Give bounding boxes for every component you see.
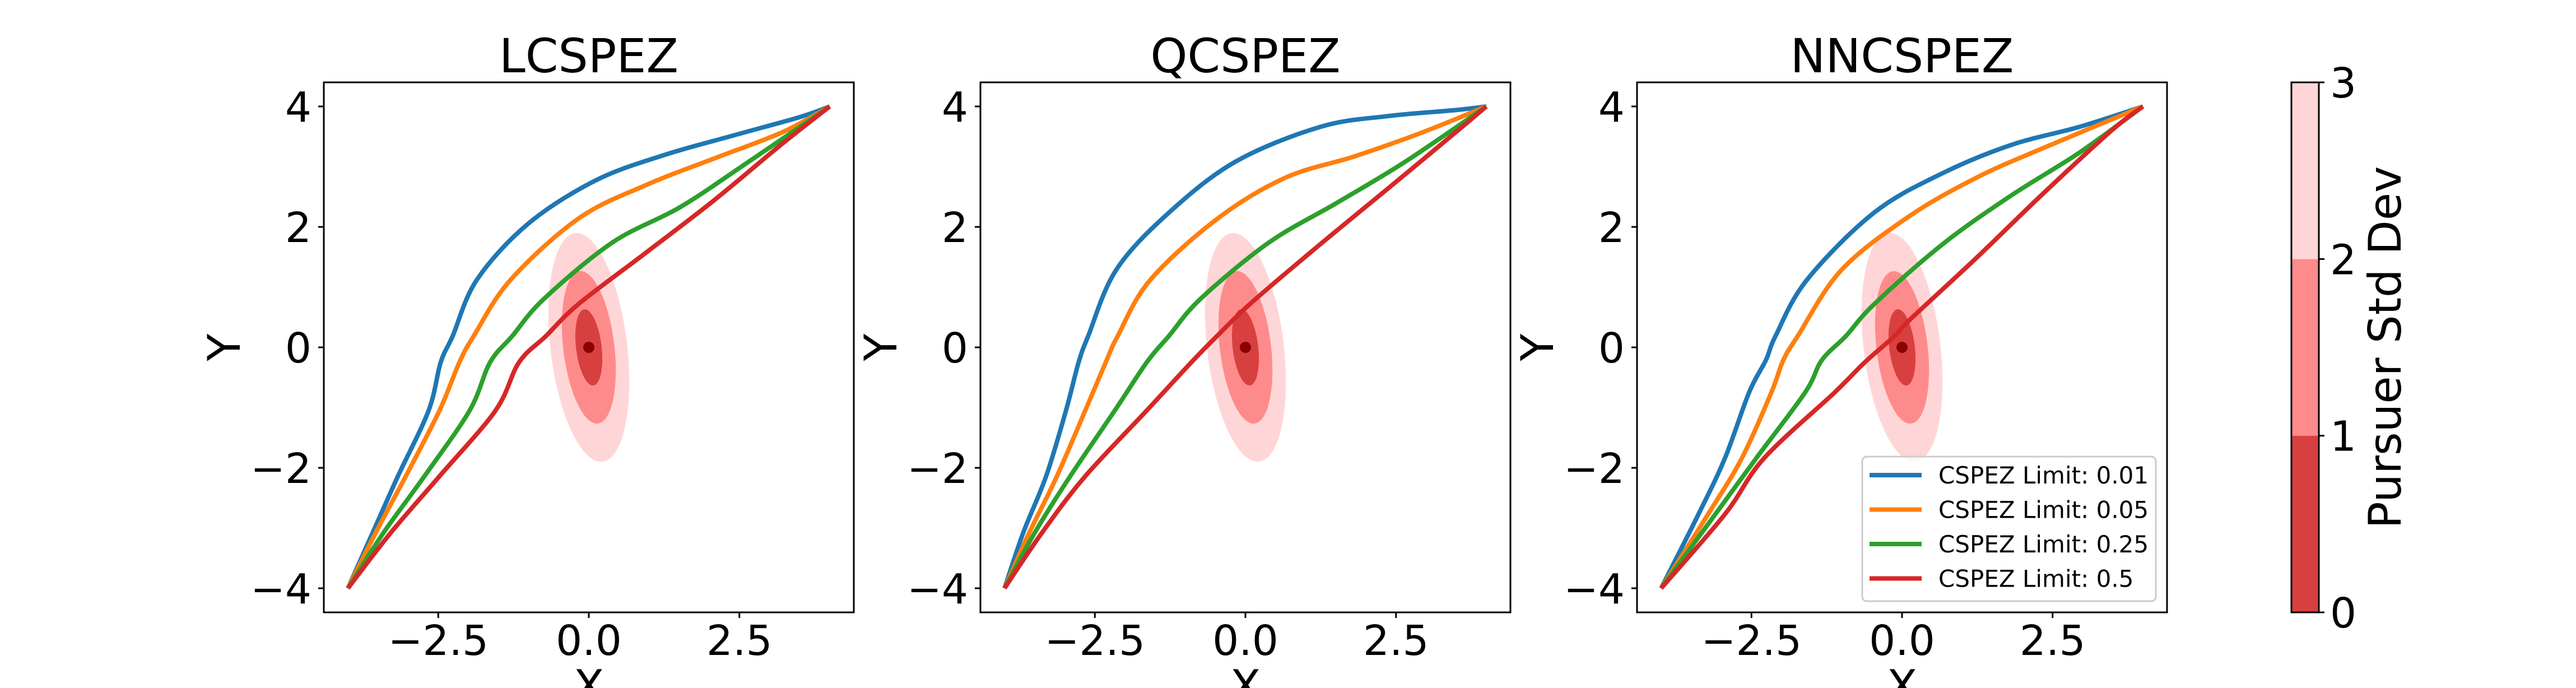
y-tick-label: 4 bbox=[1598, 83, 1625, 132]
trajectory-line-0_05 bbox=[1659, 104, 2144, 590]
subplot-nncspez: NNCSPEZ −2.5 0.0 2.5 −4 −2 0 2 4 X Y bbox=[1512, 29, 2168, 688]
legend-frame bbox=[1861, 455, 2157, 602]
y-tick-label: 0 bbox=[942, 324, 968, 373]
legend-label: CSPEZ Limit: 0.25 bbox=[1938, 531, 2149, 558]
x-tick-label: 0.0 bbox=[1212, 617, 1278, 665]
legend-label: CSPEZ Limit: 0.05 bbox=[1938, 496, 2149, 524]
x-tick-label: 2.5 bbox=[706, 617, 773, 665]
x-tick-label: −2.5 bbox=[388, 617, 489, 665]
pursuer-mean-marker bbox=[583, 342, 594, 353]
legend-entry: CSPEZ Limit: 0.05 bbox=[1870, 496, 2149, 524]
y-tick-label: 2 bbox=[942, 204, 968, 252]
colorbar-bands bbox=[2291, 82, 2319, 612]
colorbar-label: Pursuer Std Dev bbox=[2359, 166, 2411, 529]
colorbar-ticks: 0 1 2 3 bbox=[2319, 59, 2356, 638]
legend-entry: CSPEZ Limit: 0.5 bbox=[1870, 565, 2133, 593]
y-tick-label: −4 bbox=[1564, 565, 1625, 613]
y-axis-label: Y bbox=[198, 333, 250, 361]
subplot-title: QCSPEZ bbox=[1150, 29, 1340, 83]
trajectory-line-0_25 bbox=[1659, 104, 2145, 590]
subplot-title: NNCSPEZ bbox=[1791, 29, 2014, 83]
y-tick-label: 2 bbox=[1598, 204, 1625, 252]
x-tick-label: 0.0 bbox=[1869, 617, 1935, 665]
colorbar-band-1-2 bbox=[2291, 259, 2319, 436]
plot-area bbox=[1659, 104, 2145, 590]
legend-label: CSPEZ Limit: 0.5 bbox=[1938, 565, 2133, 593]
trajectory-line-0_05 bbox=[1002, 104, 1487, 589]
x-axis-label: X bbox=[1887, 661, 1918, 688]
y-axis-label: Y bbox=[1512, 333, 1564, 361]
legend: CSPEZ Limit: 0.01 CSPEZ Limit: 0.05 CSPEZ … bbox=[1861, 455, 2157, 602]
y-tick-label: 2 bbox=[285, 204, 311, 252]
y-axis-label: Y bbox=[855, 333, 907, 361]
legend-entry: CSPEZ Limit: 0.01 bbox=[1870, 462, 2149, 489]
colorbar-band-0-1 bbox=[2291, 435, 2319, 612]
trajectory-line-0_25 bbox=[1002, 104, 1488, 589]
colorbar-tick-label: 3 bbox=[2330, 59, 2356, 108]
x-axis-label: X bbox=[574, 661, 605, 688]
trajectory-line-0_01 bbox=[346, 104, 831, 589]
plot-area bbox=[346, 104, 831, 590]
y-tick-label: 0 bbox=[285, 324, 311, 373]
colorbar: 0 1 2 3 Pursuer Std Dev bbox=[2290, 59, 2411, 638]
y-tick-label: −2 bbox=[907, 445, 968, 493]
subplots: LCSPEZ −2.5 0.0 2.5 −4 −2 0 2 4 X Y QCSPEZ −2.5 0.0 2.… bbox=[198, 29, 2168, 688]
y-tick-label: −4 bbox=[250, 565, 311, 613]
trajectory-line-0_5 bbox=[1659, 104, 2145, 590]
x-tick-label: −2.5 bbox=[1044, 617, 1145, 665]
legend-entry: CSPEZ Limit: 0.25 bbox=[1870, 531, 2149, 558]
y-tick-label: −2 bbox=[250, 445, 311, 493]
colorbar-band-2-3 bbox=[2291, 82, 2319, 259]
trajectory-line-0_01 bbox=[1002, 104, 1487, 589]
trajectory-line-0_5 bbox=[1002, 104, 1488, 590]
trajectory-line-0_01 bbox=[1659, 104, 2144, 589]
plot-area bbox=[1002, 104, 1488, 590]
y-tick-label: −4 bbox=[907, 565, 968, 613]
pursuer-mean-marker bbox=[1896, 342, 1908, 353]
subplot-lcspez: LCSPEZ −2.5 0.0 2.5 −4 −2 0 2 4 X Y bbox=[198, 29, 855, 688]
legend-entries: CSPEZ Limit: 0.01 CSPEZ Limit: 0.05 CSPEZ … bbox=[1870, 462, 2149, 593]
y-tick-label: 4 bbox=[285, 83, 311, 132]
x-tick-label: −2.5 bbox=[1701, 617, 1802, 665]
x-tick-label: 2.5 bbox=[1363, 617, 1429, 665]
colorbar-tick-label: 2 bbox=[2330, 236, 2356, 284]
subplot-qcspez: QCSPEZ −2.5 0.0 2.5 −4 −2 0 2 4 X Y bbox=[855, 29, 1512, 688]
y-tick-label: 0 bbox=[1598, 324, 1625, 373]
legend-label: CSPEZ Limit: 0.01 bbox=[1938, 462, 2149, 489]
subplot-title: LCSPEZ bbox=[499, 29, 678, 83]
x-tick-label: 0.0 bbox=[556, 617, 622, 665]
colorbar-tick-label: 1 bbox=[2330, 413, 2356, 461]
y-tick-label: −2 bbox=[1564, 445, 1625, 493]
colorbar-tick-label: 0 bbox=[2330, 589, 2356, 638]
trajectory-line-0_05 bbox=[346, 104, 831, 589]
trajectory-line-0_25 bbox=[346, 104, 831, 590]
x-axis-label: X bbox=[1230, 661, 1261, 688]
y-tick-label: 4 bbox=[942, 83, 968, 132]
trajectory-line-0_5 bbox=[346, 104, 831, 590]
pursuer-mean-marker bbox=[1240, 342, 1251, 353]
x-tick-label: 2.5 bbox=[2020, 617, 2086, 665]
colorbar-frame bbox=[2290, 81, 2320, 613]
